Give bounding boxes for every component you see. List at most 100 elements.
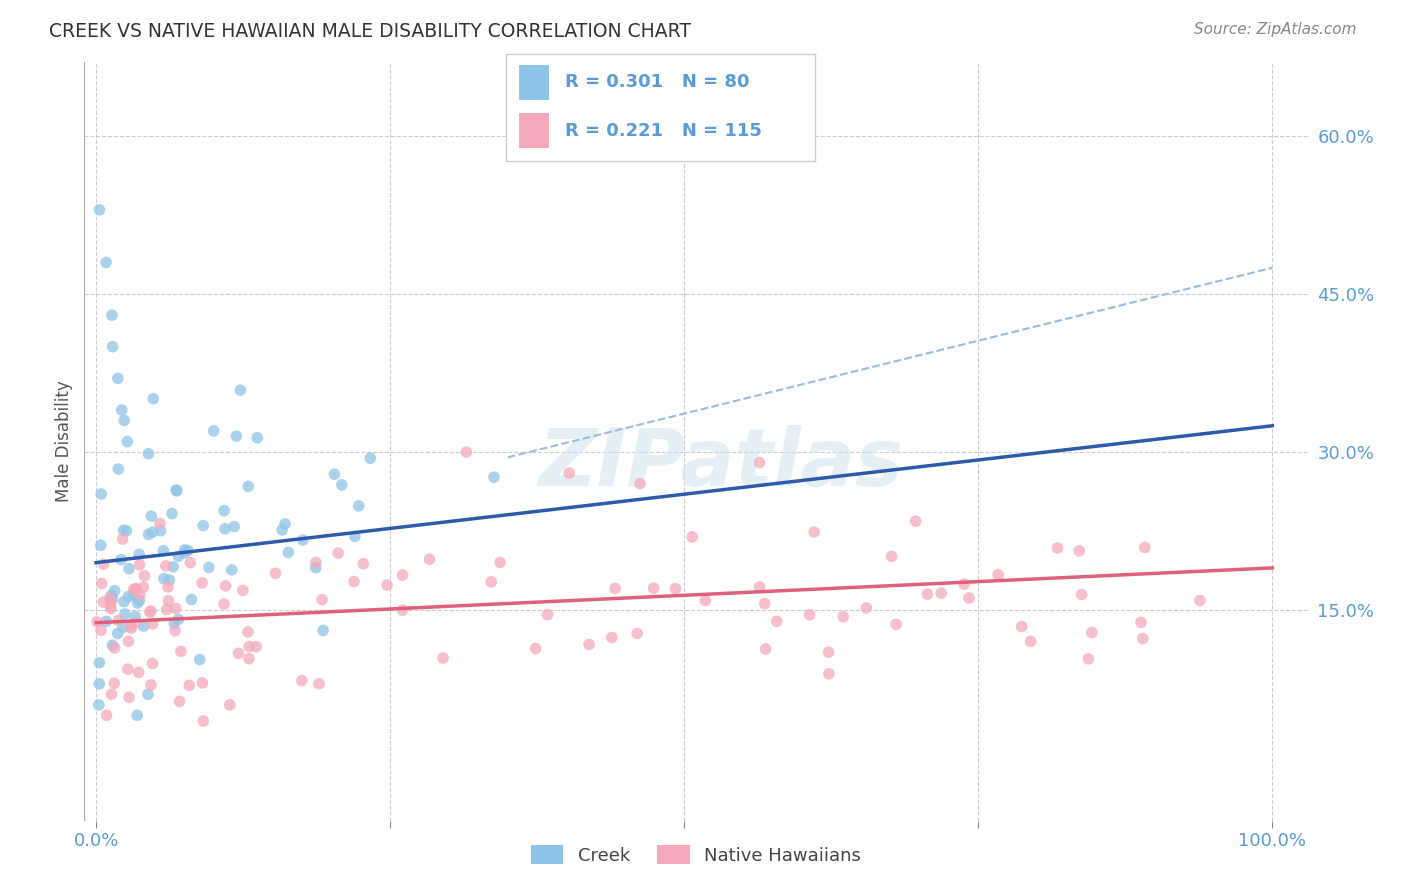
Point (139, 678, 162, 692)
Point (308, 677, 330, 691)
Point (323, 467, 346, 482)
Point (225, 429, 247, 443)
Point (271, 523, 294, 537)
Point (238, 651, 260, 665)
Point (157, 593, 180, 607)
Point (347, 499, 370, 513)
Point (141, 657, 163, 671)
Legend: Creek, Native Hawaiians: Creek, Native Hawaiians (531, 846, 860, 864)
Point (156, 580, 179, 594)
Point (479, 574, 502, 589)
Point (90, 624, 112, 638)
Point (291, 673, 314, 688)
Text: ZIPatlas: ZIPatlas (538, 425, 903, 503)
Point (904, 514, 927, 528)
Point (112, 595, 135, 609)
Point (1019, 634, 1042, 648)
Point (139, 605, 162, 619)
Point (100, 687, 122, 701)
Point (96, 708, 118, 723)
Point (176, 543, 198, 558)
Point (202, 424, 225, 438)
Point (312, 624, 335, 638)
Point (128, 588, 150, 602)
Point (880, 549, 903, 564)
Point (90, 576, 112, 591)
Point (628, 476, 651, 491)
Point (89, 656, 111, 670)
Point (536, 607, 558, 622)
Point (1011, 619, 1033, 633)
Point (917, 587, 939, 601)
Point (228, 646, 250, 660)
Text: R = 0.221   N = 115: R = 0.221 N = 115 (565, 121, 762, 139)
Point (96, 615, 118, 629)
Point (432, 651, 454, 665)
Point (605, 582, 627, 596)
Point (664, 582, 686, 596)
Point (326, 546, 349, 560)
Point (128, 558, 150, 572)
Point (139, 604, 162, 618)
Point (166, 483, 188, 498)
Point (165, 624, 187, 638)
Point (929, 586, 952, 600)
Point (156, 602, 179, 616)
Point (141, 509, 163, 524)
Point (173, 546, 195, 560)
Point (89, 202, 111, 217)
Point (179, 678, 201, 692)
Point (957, 591, 980, 605)
Point (124, 609, 146, 624)
Point (236, 624, 259, 639)
Point (101, 638, 124, 652)
Point (524, 641, 547, 656)
Point (855, 600, 877, 615)
Point (149, 516, 172, 531)
Point (214, 579, 236, 593)
Point (238, 640, 260, 654)
Point (103, 676, 125, 690)
Point (87, 698, 110, 712)
Point (100, 588, 122, 602)
Point (117, 634, 139, 648)
Point (188, 652, 211, 666)
Point (489, 555, 512, 569)
Point (127, 596, 149, 610)
Point (165, 601, 187, 615)
Point (305, 560, 328, 574)
Point (274, 516, 297, 531)
Point (104, 583, 127, 598)
Point (112, 524, 135, 538)
Point (90, 487, 112, 501)
Point (94, 255, 117, 269)
Point (191, 576, 214, 591)
Point (755, 642, 778, 657)
Point (884, 617, 907, 632)
Point (124, 615, 146, 630)
Point (832, 609, 855, 624)
Point (100, 601, 122, 615)
Point (107, 371, 129, 385)
Text: CREEK VS NATIVE HAWAIIAN MALE DISABILITY CORRELATION CHART: CREEK VS NATIVE HAWAIIAN MALE DISABILITY… (49, 22, 692, 41)
Point (141, 525, 163, 540)
Point (132, 619, 155, 633)
Point (107, 626, 129, 640)
Point (626, 626, 648, 640)
Point (246, 431, 269, 445)
Point (419, 552, 441, 566)
Point (167, 612, 190, 626)
Point (111, 532, 134, 546)
Point (91, 595, 114, 609)
Point (643, 581, 665, 595)
Point (600, 631, 623, 645)
Point (1070, 587, 1092, 601)
Point (343, 529, 366, 543)
Point (277, 545, 299, 559)
Point (173, 542, 195, 557)
Point (198, 560, 221, 574)
Point (799, 607, 821, 622)
Point (681, 530, 703, 544)
Point (112, 413, 135, 427)
Point (127, 708, 149, 723)
